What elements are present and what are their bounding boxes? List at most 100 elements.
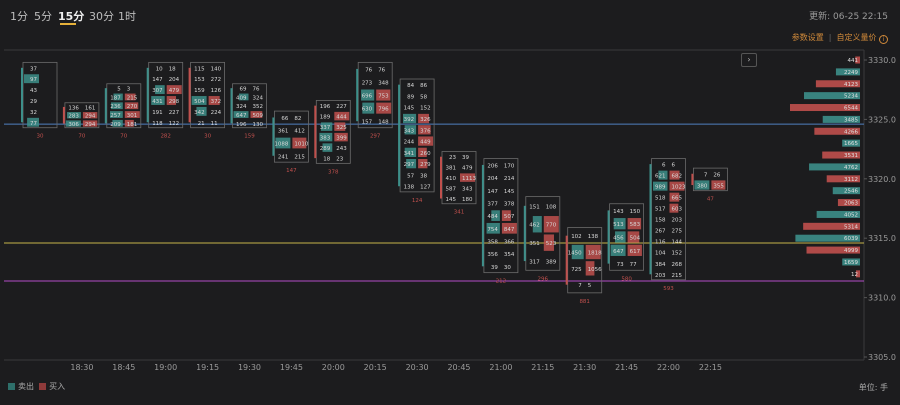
buy-volume-cell [418, 125, 431, 135]
chart-options-bar: 参数设置 | 自定义量价 i [792, 32, 888, 44]
sell-volume-value: 191 [152, 110, 163, 116]
buy-volume-value: 1113 [462, 176, 476, 182]
timeframe-1hour-tab[interactable]: 1时 [118, 10, 136, 23]
bar-delta-label: 341 [454, 210, 465, 216]
sell-volume-cell [491, 210, 500, 221]
buy-volume-value: 389 [546, 260, 557, 266]
sell-volume-cell [404, 147, 417, 158]
buy-volume-value: 449 [420, 140, 431, 146]
sell-volume-value: 410 [446, 176, 457, 182]
sell-volume-value: 504 [194, 99, 205, 105]
settings-link[interactable]: 参数设置 [791, 33, 824, 42]
buy-volume-cell [334, 122, 346, 131]
sell-volume-value: 77 [30, 121, 37, 127]
volume-profile-value: 441 [848, 58, 859, 64]
volume-profile-bar [809, 163, 860, 171]
custom-volume-link[interactable]: 自定义量价 [836, 33, 877, 42]
buy-volume-value: 203 [672, 218, 683, 224]
buy-volume-value: 1818 [588, 251, 602, 257]
buy-volume-value: 181 [127, 122, 138, 128]
volume-profile-bar [842, 139, 860, 147]
buy-volume-value: 130 [253, 122, 264, 128]
sell-volume-cell [362, 102, 375, 114]
volume-profile-bar [826, 175, 860, 183]
sell-volume-value: 351 [529, 241, 540, 247]
buy-volume-cell [711, 180, 726, 190]
volume-profile-bar [814, 127, 860, 135]
buy-volume-value: 509 [253, 113, 264, 119]
buy-volume-value: 18 [169, 66, 176, 72]
buy-volume-value: 6 [672, 163, 676, 169]
sell-volume-value: 206 [487, 163, 498, 169]
volume-profile-bar [842, 258, 860, 266]
candle-body-strip [523, 205, 526, 262]
buy-volume-value: 796 [378, 107, 389, 113]
volume-profile-bar [816, 210, 860, 218]
sell-volume-value: 84 [407, 83, 414, 89]
sell-volume-cell [65, 120, 81, 127]
bar-delta-label: 124 [412, 198, 423, 204]
buy-volume-value: 301 [127, 113, 138, 119]
timeframe-1min-tab[interactable]: 1分 [10, 10, 28, 23]
buy-volume-value: 76 [253, 87, 260, 93]
timeframe-bar: 1分 5分 15分 30分 1时 更新: 06-25 22:15 [0, 0, 900, 28]
sell-volume-value: 257 [110, 113, 121, 119]
buy-volume-cell [418, 147, 427, 158]
expand-profile-button[interactable]: › [741, 53, 757, 67]
buy-volume-value: 753 [378, 94, 389, 100]
sell-volume-value: 236 [110, 104, 121, 110]
sell-volume-value: 377 [487, 201, 498, 207]
timeframe-5min-tab[interactable]: 5分 [34, 10, 52, 23]
sell-volume-value: 66 [281, 116, 288, 122]
x-tick-label: 21:45 [615, 363, 638, 372]
timeframe-30min-tab[interactable]: 30分 [89, 10, 114, 23]
y-tick-label: 3330.0 [868, 56, 896, 65]
volume-profile-value: 3531 [844, 153, 858, 159]
sell-volume-value: 204 [487, 176, 498, 182]
timeframe-15min-tab[interactable]: 15分 [58, 10, 85, 23]
buy-volume-value: 23 [336, 157, 343, 163]
sell-volume-value: 343 [404, 128, 415, 134]
buy-volume-value: 352 [253, 104, 264, 110]
sell-volume-value: 383 [320, 136, 331, 142]
volume-profile-bar [804, 92, 860, 100]
buy-volume-value: 170 [504, 163, 515, 169]
sell-volume-value: 147 [152, 77, 163, 83]
info-icon[interactable]: i [879, 35, 888, 44]
sell-volume-cell [109, 111, 123, 118]
sell-volume-value: 6 [662, 163, 666, 169]
sell-volume-cell [361, 89, 375, 101]
bar-delta-label: 282 [160, 134, 171, 140]
volume-profile-value: 3485 [844, 117, 858, 123]
bar-delta-label: 296 [538, 276, 549, 282]
candle-body-strip [440, 156, 442, 199]
sell-volume-value: 989 [655, 185, 666, 191]
volume-profile-value: 12 [851, 272, 858, 278]
buy-volume-value: 224 [211, 110, 222, 116]
sell-volume-value: 725 [571, 267, 582, 273]
active-tab-indicator [60, 23, 76, 25]
buy-volume-cell [82, 120, 98, 127]
candle-body-strip [188, 67, 191, 123]
buy-volume-cell [460, 173, 475, 182]
buy-volume-cell [334, 111, 350, 121]
sell-volume-value: 147 [487, 189, 498, 195]
sell-volume-value: 380 [697, 184, 708, 190]
x-tick-label: 18:30 [70, 363, 93, 372]
sell-volume-value: 189 [320, 115, 331, 121]
volume-profile-bar [795, 234, 860, 242]
sell-volume-value: 587 [446, 187, 457, 193]
y-tick-label: 3310.0 [868, 294, 896, 303]
candle-body-strip [104, 88, 107, 124]
sell-volume-value: 358 [487, 239, 498, 245]
x-tick-label: 20:15 [364, 363, 387, 372]
candle-body-strip [314, 105, 317, 159]
buy-volume-value: 294 [85, 114, 96, 120]
buy-volume-value: 161 [85, 105, 96, 111]
sell-volume-cell [694, 180, 710, 190]
buy-volume-cell [501, 210, 511, 221]
sell-volume-value: 157 [362, 120, 373, 126]
sell-volume-cell [113, 93, 123, 101]
buy-volume-cell [250, 111, 263, 118]
sell-volume-value: 7 [578, 283, 582, 289]
